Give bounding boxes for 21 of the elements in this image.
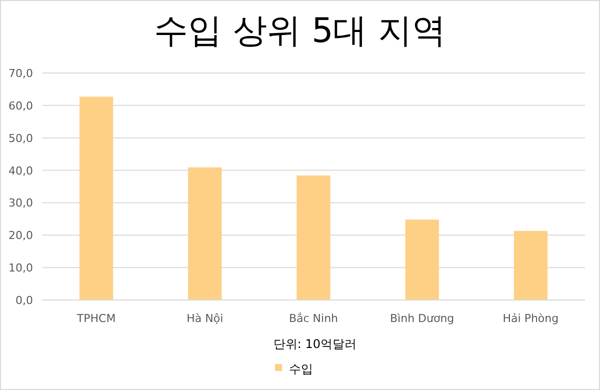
bar bbox=[514, 230, 548, 300]
x-tick-label: Bình Dương bbox=[390, 312, 454, 325]
y-tick-label: 50,0 bbox=[8, 132, 33, 145]
y-tick-label: 70,0 bbox=[8, 67, 33, 80]
bar bbox=[405, 220, 439, 300]
x-axis-title: 단위: 10억달러 bbox=[273, 337, 357, 351]
x-tick-label: Bắc Ninh bbox=[288, 312, 338, 325]
y-tick-label: 30,0 bbox=[8, 196, 33, 210]
x-tick-label: Hà Nội bbox=[186, 312, 224, 325]
y-tick-label: 40,0 bbox=[8, 164, 33, 178]
chart-title: 수입 상위 5대 지역 bbox=[154, 11, 446, 51]
x-tick-label: TPHCM bbox=[76, 312, 116, 325]
bar bbox=[188, 167, 222, 300]
bar bbox=[296, 175, 330, 300]
y-tick-label: 60,0 bbox=[8, 99, 33, 112]
bar bbox=[79, 96, 114, 300]
x-tick-label: Hải Phòng bbox=[502, 312, 559, 325]
y-tick-label: 10,0 bbox=[8, 262, 33, 275]
y-tick-label: 0,0 bbox=[16, 294, 33, 307]
y-tick-label: 20,0 bbox=[8, 229, 33, 242]
legend-label: 수입 bbox=[289, 362, 313, 376]
